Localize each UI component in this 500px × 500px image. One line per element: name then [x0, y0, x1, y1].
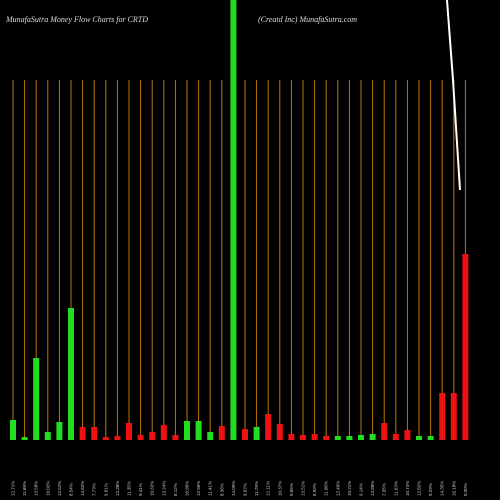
bar: [334, 436, 341, 440]
x-tick-label: 13.88%: [370, 481, 375, 496]
x-tick-label: 14.09%: [231, 481, 236, 496]
bar: [126, 423, 132, 440]
x-tick-label: 11.68%: [22, 481, 27, 496]
grid: [12, 80, 466, 440]
bar: [207, 432, 214, 440]
x-tick-label: 11.06%: [324, 481, 329, 496]
bar: [230, 0, 237, 440]
x-tick-label: 0.00%: [463, 483, 468, 496]
x-tick-label: 12.82%: [417, 481, 422, 496]
bar: [381, 423, 388, 440]
x-tick-label: 12.71%: [11, 481, 16, 496]
bar: [160, 425, 167, 440]
x-tick-label: 10.02%: [45, 481, 50, 496]
bar: [346, 436, 353, 440]
bar: [33, 358, 40, 440]
bar: [91, 427, 98, 440]
bar: [265, 414, 272, 440]
x-tick-label: 13.24%: [161, 481, 166, 496]
x-tick-label: 9.41%: [138, 483, 143, 496]
x-labels: 12.71% 11.68% 13.58% 10.02% 12.52% 8.54% 14.62…: [11, 481, 468, 496]
x-tick-label: 16.18%: [451, 481, 456, 496]
x-tick-label: 10.21%: [347, 481, 352, 496]
bar: [114, 436, 121, 440]
bar: [450, 393, 457, 440]
bar: [195, 421, 202, 440]
x-tick-label: 8.12%: [173, 483, 178, 496]
x-tick-label: 9.14%: [359, 483, 364, 496]
x-tick-label: 9.62%: [243, 483, 248, 496]
x-tick-label: 11.41%: [208, 481, 213, 496]
x-tick-label: 14.35%: [440, 481, 445, 496]
x-tick-label: 10.74%: [405, 481, 410, 496]
bar: [369, 434, 376, 440]
bar: [218, 426, 225, 440]
x-tick-label: 12.38%: [115, 481, 120, 496]
bar: [404, 430, 411, 440]
bar: [253, 427, 260, 440]
x-tick-label: 12.52%: [57, 481, 62, 496]
x-tick-label: 13.51%: [301, 481, 306, 496]
bar: [172, 435, 179, 440]
bar: [439, 393, 446, 440]
x-tick-label: 11.63%: [393, 481, 398, 496]
x-tick-label: 8.36%: [219, 483, 224, 496]
x-tick-label: 9.29%: [428, 483, 433, 496]
bar: [416, 436, 422, 440]
x-tick-label: 13.58%: [34, 481, 39, 496]
x-tick-label: 8.93%: [312, 483, 317, 496]
bar: [137, 435, 144, 440]
x-tick-label: 10.62%: [150, 481, 155, 496]
x-tick-label: 11.78%: [254, 481, 259, 496]
bar: [276, 424, 283, 440]
x-tick-label: 14.62%: [80, 481, 85, 496]
x-tick-label: 10.86%: [185, 481, 190, 496]
bars: [10, 0, 469, 440]
bar: [68, 308, 74, 440]
x-tick-label: 12.49%: [335, 481, 340, 496]
bar: [184, 421, 190, 440]
bar: [427, 436, 434, 440]
price-line: [446, 0, 461, 191]
x-tick-label: 12.11%: [266, 481, 271, 496]
x-tick-label: 7.95%: [382, 483, 387, 496]
bar: [323, 436, 330, 440]
bar: [242, 429, 248, 440]
bar: [392, 434, 399, 440]
x-tick-label: 12.96%: [196, 481, 201, 496]
x-tick-label: 8.54%: [69, 483, 74, 496]
bar: [149, 432, 156, 440]
bar: [44, 432, 51, 440]
bar: [10, 420, 16, 440]
bar: [102, 437, 109, 440]
x-tick-label: 11.35%: [127, 481, 132, 496]
bar: [56, 422, 63, 440]
bar: [21, 437, 28, 440]
x-tick-label: 9.81%: [103, 483, 108, 496]
bar: [462, 254, 469, 440]
bar: [79, 427, 86, 440]
bar: [311, 434, 318, 440]
chart-title: MunafaSutra Money Flow Charts for CRTD: [5, 15, 148, 24]
bar: [358, 435, 364, 440]
bar: [288, 434, 295, 440]
bar: [300, 435, 306, 440]
x-tick-label: 7.73%: [92, 483, 97, 496]
chart-subtitle: (Creatd Inc) MunafaSutra.com: [258, 15, 357, 24]
x-tick-label: 10.37%: [277, 481, 282, 496]
x-tick-label: 9.85%: [289, 483, 294, 496]
